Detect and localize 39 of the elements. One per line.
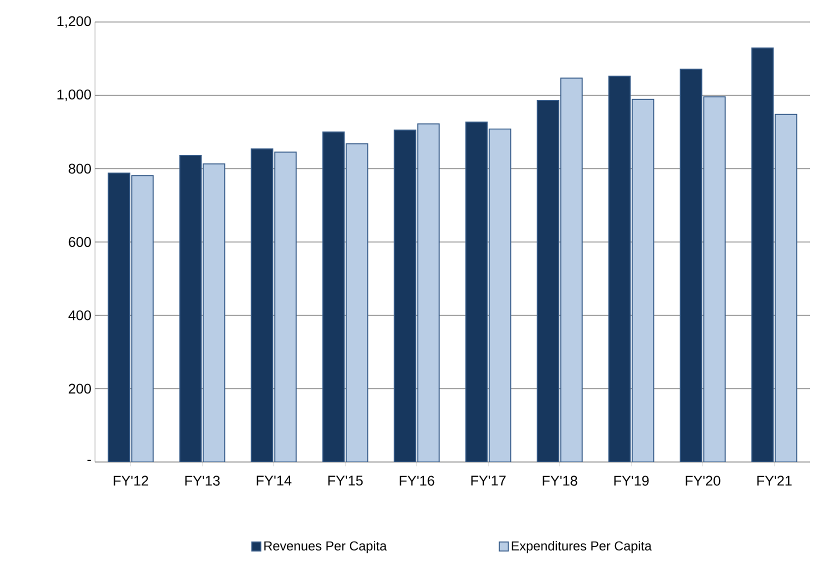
bar	[346, 143, 368, 462]
bar	[774, 114, 798, 462]
bar	[179, 154, 202, 462]
bar	[680, 68, 702, 462]
bar	[417, 123, 440, 462]
legend-label: Revenues Per Capita	[264, 540, 387, 554]
bar	[632, 98, 654, 462]
bar	[465, 122, 488, 462]
legend-label: Expenditures Per Capita	[512, 540, 652, 554]
bar	[394, 130, 416, 462]
bar	[608, 76, 631, 462]
x-tick-label: FY'21	[757, 476, 792, 486]
bar	[322, 131, 345, 462]
y-tick-label: 1,000	[58, 90, 91, 102]
x-tick-label: FY'16	[400, 476, 434, 486]
y-tick-label: 400	[68, 310, 91, 320]
x-tick-label: FY'17	[471, 476, 506, 486]
x-tick-label: FY'13	[185, 476, 220, 486]
bar	[202, 163, 226, 462]
y-tick-label: 200	[68, 384, 91, 394]
y-tick-label: -	[87, 460, 91, 461]
x-tick-label: FY'12	[114, 476, 148, 486]
bar	[131, 175, 154, 462]
y-tick-label: 1,200	[58, 16, 91, 28]
bar	[488, 128, 512, 462]
bar	[560, 78, 583, 462]
x-tick-label: FY'20	[686, 476, 720, 486]
x-tick-label: FY'19	[614, 476, 649, 486]
bar	[250, 148, 274, 462]
bar	[274, 152, 297, 462]
x-tick-label: FY'18	[542, 476, 578, 486]
x-tick-label: FY'15	[328, 476, 363, 486]
y-tick-label: 600	[68, 237, 91, 247]
bar	[108, 172, 130, 462]
y-tick-label: 800	[68, 164, 91, 174]
x-tick-label: FY'14	[256, 476, 292, 486]
bar	[536, 100, 560, 462]
bar	[751, 48, 774, 462]
bar	[703, 96, 726, 462]
